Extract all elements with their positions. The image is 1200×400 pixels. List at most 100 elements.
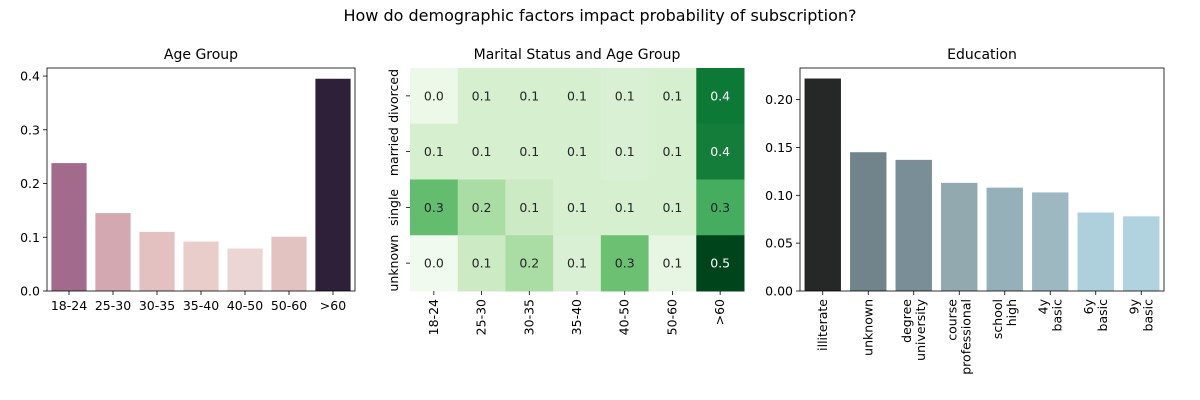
cell-label: 0.1 <box>567 88 587 103</box>
heatmap-cell <box>410 68 459 125</box>
cell-label: 0.1 <box>472 88 492 103</box>
x-tick-label: basic <box>1049 299 1064 332</box>
heatmap-cell <box>600 235 650 292</box>
cell-label: 0.5 <box>710 256 730 271</box>
x-tick-label: high <box>1004 299 1019 326</box>
x-tick-label: 9y <box>1126 298 1141 314</box>
chart-title: Age Group <box>164 47 238 63</box>
cell-label: 0.1 <box>519 88 539 103</box>
cell-label: 0.0 <box>424 88 444 103</box>
bar <box>183 241 219 291</box>
heatmap-cell <box>505 235 554 292</box>
heatmap-cell <box>696 123 745 180</box>
cell-label: 0.1 <box>519 144 539 159</box>
bar <box>95 213 131 291</box>
y-tick-label: 0.1 <box>20 230 40 245</box>
heatmap-cell <box>410 235 459 292</box>
x-tick-label: 40-50 <box>227 298 263 313</box>
y-tick-label: 0.10 <box>765 188 793 203</box>
cell-label: 0.1 <box>662 256 682 271</box>
cell-label: 0.4 <box>710 88 730 103</box>
heatmap-cell <box>457 123 506 180</box>
heatmap-cell <box>553 68 602 125</box>
bar <box>941 182 978 291</box>
x-tick-label: 50-60 <box>271 298 307 313</box>
chart-title: Education <box>947 47 1017 63</box>
x-tick-label: basic <box>1095 299 1110 332</box>
x-tick-label: 30-35 <box>139 298 175 313</box>
x-tick-label: basic <box>1140 299 1155 332</box>
cell-label: 0.1 <box>472 256 492 271</box>
cell-label: 0.2 <box>472 200 492 215</box>
bar <box>139 231 175 291</box>
bar-chart-2: Education illiterate unknown universitydegr… <box>765 47 1165 375</box>
y-tick-label: 0.00 <box>765 284 793 299</box>
x-tick-label: 50-60 <box>664 299 679 335</box>
heatmap-cell <box>696 235 745 292</box>
cell-label: 0.4 <box>710 144 730 159</box>
heatmap-cell <box>600 179 650 236</box>
x-tick-label: illiterate <box>815 299 830 351</box>
x-tick-label: 40-50 <box>617 299 632 335</box>
heatmap-cell <box>457 179 506 236</box>
y-tick-label: 0.15 <box>765 140 793 155</box>
bar <box>1123 216 1160 291</box>
heatmap-cell <box>410 123 459 180</box>
cell-label: 0.1 <box>662 144 682 159</box>
axes-frame <box>46 67 356 292</box>
cell-label: 0.1 <box>567 144 587 159</box>
heatmap-cell <box>505 179 554 236</box>
bar-chart-0: Age Group 18-24 25-30 30-35 35-40 40-50 50-60 >… <box>20 47 356 313</box>
x-tick-label: 18-24 <box>51 298 87 313</box>
cell-label: 0.1 <box>615 144 635 159</box>
cell-label: 0.2 <box>519 256 539 271</box>
x-tick-label: 35-40 <box>183 298 219 313</box>
x-tick-label: 35-40 <box>569 299 584 335</box>
heatmap-cell <box>457 68 506 125</box>
bar <box>271 236 307 291</box>
y-tick-label: unknown <box>386 235 401 292</box>
x-tick-label: university <box>913 298 928 360</box>
x-tick-label: 25-30 <box>95 298 131 313</box>
y-tick-label: single <box>386 189 401 226</box>
bar <box>1077 212 1114 291</box>
cell-label: 0.1 <box>424 144 444 159</box>
heatmap-1: Marital Status and Age Group 0.0 0.1 0.1 0.1… <box>386 47 745 335</box>
x-tick-label: 6y <box>1081 298 1096 314</box>
y-tick-label: 0.0 <box>20 284 40 299</box>
y-tick-label: married <box>386 127 401 176</box>
heatmap-cell <box>600 123 650 180</box>
heatmap-cell <box>553 235 602 292</box>
x-tick-label: school <box>990 299 1005 339</box>
y-tick-label: divorced <box>386 69 401 123</box>
x-tick-label: professional <box>958 299 973 375</box>
bar <box>804 78 841 292</box>
x-tick-label: unknown <box>860 299 875 356</box>
y-tick-label: 0.05 <box>765 236 793 251</box>
cell-label: 0.3 <box>710 200 730 215</box>
x-tick-label: 18-24 <box>426 299 441 335</box>
bar <box>895 159 932 291</box>
bar <box>1032 192 1069 291</box>
heatmap-cell <box>410 179 459 236</box>
x-tick-label: degree <box>899 299 914 343</box>
bar <box>51 163 87 291</box>
cell-label: 0.0 <box>424 256 444 271</box>
cell-label: 0.1 <box>615 200 635 215</box>
cell-label: 0.1 <box>472 144 492 159</box>
y-tick-label: 0.4 <box>20 69 40 84</box>
heatmap-cell <box>648 179 697 236</box>
heatmap-cell <box>648 123 697 180</box>
x-tick-label: course <box>944 299 959 341</box>
cell-label: 0.1 <box>662 88 682 103</box>
cell-label: 0.1 <box>615 88 635 103</box>
x-tick-label: >60 <box>320 298 346 313</box>
heatmap-cell <box>696 179 745 236</box>
heatmap-cell <box>457 235 506 292</box>
heatmap-cell <box>553 123 602 180</box>
cell-label: 0.1 <box>567 256 587 271</box>
chart-title: Marital Status and Age Group <box>474 47 681 63</box>
cell-label: 0.3 <box>615 256 635 271</box>
